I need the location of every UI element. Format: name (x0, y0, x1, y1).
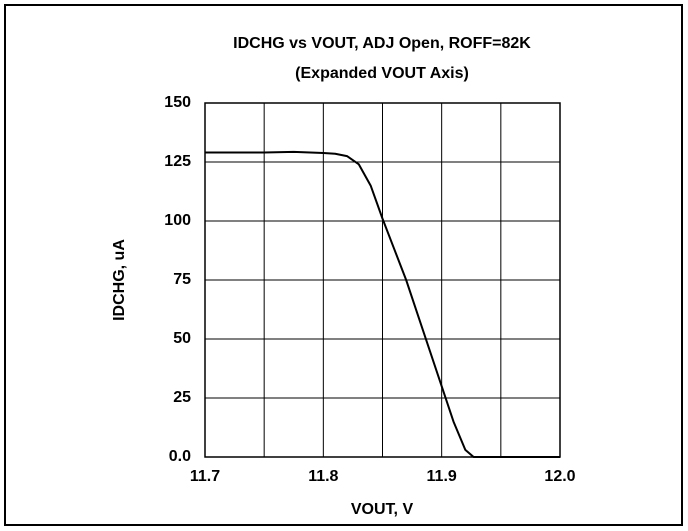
y-tick-label: 100 (164, 212, 191, 229)
y-tick-label: 25 (173, 389, 191, 406)
data-line (205, 150, 560, 458)
x-tick-label: 11.7 (190, 468, 220, 485)
y-axis-label: IDCHG, uA (111, 239, 128, 321)
frame (4, 4, 683, 526)
y-tick-label: 0.0 (169, 448, 191, 465)
y-tick-label: 75 (173, 271, 191, 288)
x-tick-label: 11.9 (427, 468, 457, 485)
plot-border (204, 102, 561, 458)
x-tick-label: 11.8 (308, 468, 338, 485)
y-tick-label: 50 (173, 330, 191, 347)
y-tick-label: 125 (164, 153, 191, 170)
y-tick-label: 150 (164, 94, 191, 111)
chart-title: IDCHG vs VOUT, ADJ Open, ROFF=82K (233, 35, 531, 52)
x-tick-label: 12.0 (544, 468, 575, 485)
chart-subtitle: (Expanded VOUT Axis) (295, 65, 469, 82)
x-axis-label: VOUT, V (351, 501, 414, 518)
